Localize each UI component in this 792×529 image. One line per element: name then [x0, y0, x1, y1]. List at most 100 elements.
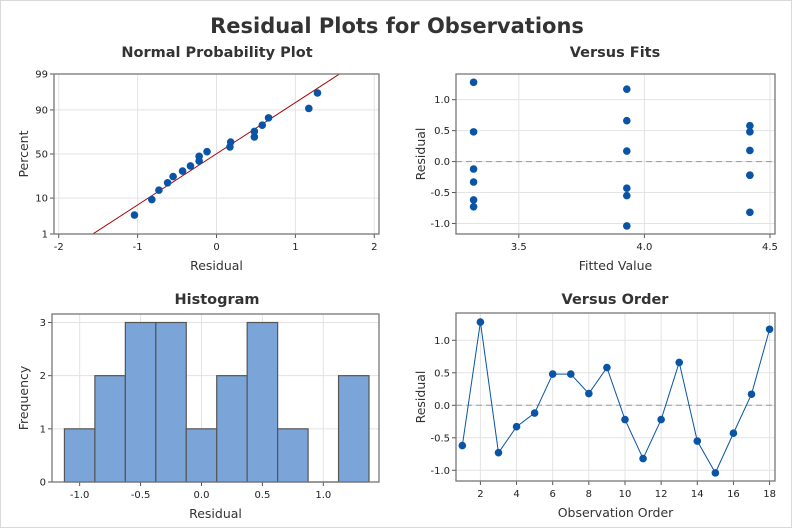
x-tick-label: 3.5 [511, 242, 527, 253]
data-point [623, 85, 631, 93]
y-tick-label: -0.5 [430, 433, 450, 444]
data-point [203, 147, 211, 156]
data-point [675, 358, 684, 367]
histogram-bar [124, 321, 157, 483]
histogram-bar [94, 375, 126, 483]
data-point [169, 172, 177, 181]
data-point [148, 195, 156, 204]
data-point [178, 167, 187, 175]
x-tick-label: 16 [727, 489, 740, 500]
data-point [313, 89, 322, 97]
data-point [566, 370, 575, 378]
data-point [603, 363, 611, 372]
x-tick-label: 0.5 [254, 490, 270, 501]
series-line [461, 322, 771, 474]
histogram-bar [277, 428, 309, 483]
data-point [746, 121, 754, 130]
data-point [163, 179, 172, 187]
data-point [729, 429, 738, 438]
data-point [476, 318, 485, 326]
data-point [264, 114, 273, 122]
y-tick-label: 1 [40, 424, 46, 435]
data-point [623, 116, 631, 125]
x-tick-label: 4.0 [636, 242, 652, 253]
x-axis-label: Observation Order [558, 505, 674, 520]
plot-area [456, 74, 775, 234]
data-point [623, 191, 631, 200]
x-axis-label: Residual [190, 258, 243, 273]
y-tick-label: 50 [35, 150, 48, 161]
data-point [469, 78, 478, 87]
data-point [469, 128, 478, 136]
data-point [639, 454, 647, 463]
data-point [623, 184, 631, 192]
histogram-bar [337, 375, 370, 483]
histogram-plot: Histogram -1.0 -0.5 0.0 0.5 1.0 0 1 2 3 Residual Fr… [16, 292, 380, 521]
y-tick-label: 10 [35, 194, 48, 205]
plot-border [455, 312, 776, 482]
plot-title: Versus Fits [570, 45, 660, 61]
x-axis-label: Residual [189, 506, 242, 521]
data-point [304, 104, 313, 113]
y-tick-label: 0.0 [434, 401, 450, 412]
normal-probability-plot: Normal Probability Plot -2 -1 0 1 2 1 10 50 90 99 R… [16, 45, 380, 273]
data-point [186, 162, 195, 170]
data-point [250, 127, 259, 136]
data-point [693, 437, 702, 445]
x-tick-label: 0 [213, 242, 219, 253]
histogram-bar [246, 321, 279, 483]
data-point [469, 196, 478, 204]
histogram-bar [63, 428, 96, 483]
x-tick-label: 1.0 [315, 490, 331, 501]
data-point [746, 128, 754, 136]
data-point [765, 325, 774, 334]
x-tick-label: 4.5 [762, 242, 778, 253]
data-point [155, 186, 163, 194]
y-axis-label: Percent [16, 130, 31, 177]
x-tick-label: 8 [586, 489, 592, 500]
data-point [746, 208, 754, 217]
x-tick-label: 1 [292, 242, 298, 253]
data-point [512, 422, 521, 431]
data-point [621, 415, 629, 424]
y-tick-label: 1 [42, 230, 48, 241]
data-point [130, 211, 139, 219]
data-point [623, 147, 631, 155]
data-point [250, 133, 259, 141]
data-point [711, 469, 720, 477]
versus-order-plot: Versus Order 2 4 6 8 10 12 14 16 18 -1.0 -0.5 0.0 0.5… [413, 292, 776, 520]
y-tick-label: 2 [40, 371, 46, 382]
y-tick-label: 99 [35, 70, 48, 81]
x-tick-label: -0.5 [131, 490, 151, 501]
plot-area [456, 313, 775, 481]
x-tick-label: 4 [513, 489, 519, 500]
histogram-bar [216, 375, 248, 483]
y-axis-label: Frequency [16, 365, 31, 430]
y-tick-label: 3 [40, 318, 46, 329]
data-point [623, 222, 631, 230]
y-tick-label: 0.5 [434, 368, 450, 379]
x-axis-label: Fitted Value [579, 258, 653, 273]
y-tick-label: 0 [40, 478, 46, 489]
plot-title: Normal Probability Plot [121, 45, 312, 61]
fit-line [91, 74, 341, 234]
data-point [494, 448, 503, 457]
data-point [226, 138, 235, 146]
x-tick-label: 2 [371, 242, 377, 253]
x-tick-label: -1 [133, 242, 143, 253]
y-axis-label: Residual [413, 371, 428, 424]
x-tick-label: 12 [655, 489, 668, 500]
plot-border [51, 313, 380, 483]
plot-title: Histogram [174, 292, 259, 308]
x-tick-label: 18 [763, 489, 776, 500]
plot-title: Versus Order [562, 292, 670, 308]
x-tick-label: 2 [477, 489, 483, 500]
data-point [530, 409, 539, 417]
x-tick-label: 6 [550, 489, 556, 500]
histogram-bar [185, 428, 218, 483]
x-tick-label: -2 [54, 242, 64, 253]
versus-fits-plot: Versus Fits 3.5 4.0 4.5 -1.0 -0.5 0.0 0.5 1.0 Fit… [413, 45, 778, 273]
y-tick-label: -1.0 [430, 466, 450, 477]
